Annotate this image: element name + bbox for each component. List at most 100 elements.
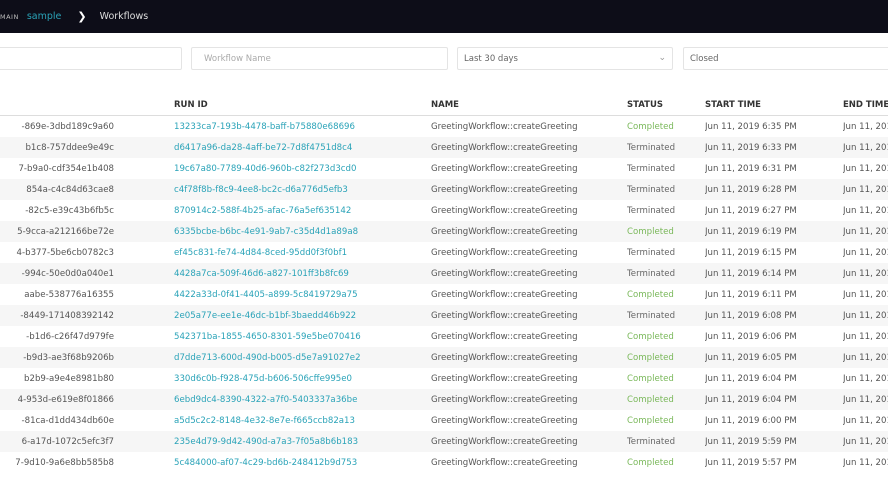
run-id-link[interactable]: 6ebd9dc4-8390-4322-a7f0-5403337a36be bbox=[174, 389, 431, 410]
workflow-id-cell[interactable]: -82c5-e39c43b6fb5c bbox=[25, 205, 114, 216]
table-header: RUN ID NAME STATUS START TIME END TIME bbox=[0, 95, 888, 116]
start-time-cell: Jun 11, 2019 6:33 PM bbox=[705, 137, 843, 158]
workflow-id-cell[interactable]: -81ca-d1dd434db60e bbox=[21, 415, 115, 426]
name-cell: GreetingWorkflow::createGreeting bbox=[431, 163, 578, 174]
workflow-id-cell[interactable]: 854a-c4c84d63cae8 bbox=[0, 179, 114, 200]
run-id-link[interactable]: 19c67a80-7789-40d6-960b-c82f273d3cd0 bbox=[174, 163, 357, 174]
col-status[interactable]: STATUS bbox=[627, 95, 705, 116]
workflow-id-cell[interactable]: 4-b377-5be6cb0782c3 bbox=[16, 247, 114, 258]
name-cell: GreetingWorkflow::createGreeting bbox=[431, 457, 578, 468]
status-cell: Completed bbox=[627, 289, 674, 300]
spacer bbox=[114, 179, 174, 200]
table-row[interactable]: -b9d3-ae3f68b9206b d7dde713-600d-490d-b00… bbox=[0, 347, 888, 368]
start-time-cell: Jun 11, 2019 6:14 PM bbox=[705, 263, 843, 284]
breadcrumb-domain-link[interactable]: sample bbox=[26, 11, 62, 22]
table-row[interactable]: 5-9cca-a212166be72e 6335bcbe-b6bc-4e91-9a… bbox=[0, 221, 888, 242]
workflow-id-cell[interactable]: 6-a17d-1072c5efc3f7 bbox=[0, 431, 114, 452]
col-start-time[interactable]: START TIME bbox=[705, 95, 843, 116]
workflow-id-cell[interactable]: 7-b9a0-cdf354e1b408 bbox=[18, 163, 114, 174]
workflow-id-cell[interactable]: -b1d6-c26f47d979fe bbox=[26, 331, 114, 342]
table-row[interactable]: aabe-538776a16355 4422a33d-0f41-4405-a899… bbox=[0, 284, 888, 305]
run-id-link[interactable]: d7dde713-600d-490d-b005-d5e7a91027e2 bbox=[174, 347, 431, 368]
name-cell: GreetingWorkflow::createGreeting bbox=[431, 305, 627, 326]
workflow-id-cell[interactable]: aabe-538776a16355 bbox=[24, 289, 114, 300]
name-cell: GreetingWorkflow::createGreeting bbox=[431, 389, 627, 410]
table-row[interactable]: 6-a17d-1072c5efc3f7 235e4d79-9d42-490d-a7… bbox=[0, 431, 888, 452]
workflow-id-cell[interactable]: -869e-3dbd189c9a60 bbox=[21, 121, 114, 132]
status-value: Closed bbox=[690, 53, 719, 64]
status-cell: Terminated bbox=[627, 305, 705, 326]
run-id-link[interactable]: 6335bcbe-b6bc-4e91-9ab7-c35d4d1a89a8 bbox=[174, 221, 431, 242]
start-time-cell: Jun 11, 2019 6:06 PM bbox=[705, 331, 797, 342]
table-row[interactable]: 4-b377-5be6cb0782c3 ef45c831-fe74-4d84-8c… bbox=[0, 242, 888, 263]
table-row[interactable]: 7-b9a0-cdf354e1b408 19c67a80-7789-40d6-96… bbox=[0, 158, 888, 179]
name-cell: GreetingWorkflow::createGreeting bbox=[431, 373, 578, 384]
start-time-cell: Jun 11, 2019 6:04 PM bbox=[705, 389, 843, 410]
workflow-id-cell[interactable]: -994c-50e0d0a040e1 bbox=[0, 263, 114, 284]
run-id-link[interactable]: 330d6c0b-f928-475d-b606-506cffe995e0 bbox=[174, 373, 353, 384]
workflow-id-input[interactable] bbox=[0, 53, 181, 64]
workflow-id-cell[interactable]: 5-9cca-a212166be72e bbox=[0, 221, 114, 242]
table-row[interactable]: -81ca-d1dd434db60e a5d5c2c2-8148-4e32-8e7… bbox=[0, 410, 888, 431]
run-id-link[interactable]: ef45c831-fe74-4d84-8ced-95dd0f3f0bf1 bbox=[174, 247, 348, 258]
end-time-cell: Jun 11, 201 bbox=[843, 121, 888, 132]
workflow-name-input[interactable] bbox=[198, 53, 447, 64]
spacer bbox=[114, 410, 174, 431]
start-time-cell: Jun 11, 2019 6:19 PM bbox=[705, 221, 843, 242]
workflow-id-filter[interactable] bbox=[0, 47, 182, 70]
workflow-id-cell[interactable]: 4-953d-e619e8f01866 bbox=[0, 389, 114, 410]
table-row[interactable]: 7-9d10-9a6e8bb585b8 5c484000-af07-4c29-bd… bbox=[0, 452, 888, 473]
run-id-link[interactable]: 2e05a77e-ee1e-46dc-b1bf-3baedd46b922 bbox=[174, 305, 431, 326]
name-cell: GreetingWorkflow::createGreeting bbox=[431, 221, 627, 242]
workflow-id-cell[interactable]: b2b9-a9e4e8981b80 bbox=[24, 373, 114, 384]
table-row[interactable]: -994c-50e0d0a040e1 4428a7ca-509f-46d6-a82… bbox=[0, 263, 888, 284]
workflow-id-cell[interactable]: -b9d3-ae3f68b9206b bbox=[0, 347, 114, 368]
workflow-name-filter[interactable] bbox=[191, 47, 448, 70]
run-id-link[interactable]: 13233ca7-193b-4478-baff-b75880e68696 bbox=[174, 121, 355, 132]
end-time-cell: Jun 11, 201 bbox=[843, 289, 888, 300]
table-row[interactable]: 4-953d-e619e8f01866 6ebd9dc4-8390-4322-a7… bbox=[0, 389, 888, 410]
status-cell: Completed bbox=[627, 221, 705, 242]
run-id-link[interactable]: 870914c2-588f-4b25-afac-76a5ef635142 bbox=[174, 205, 352, 216]
breadcrumb-current: Workflows bbox=[99, 11, 149, 22]
workflow-id-cell[interactable]: b1c8-757ddee9e49c bbox=[0, 137, 114, 158]
table-row[interactable]: -b1d6-c26f47d979fe 542371ba-1855-4650-830… bbox=[0, 326, 888, 347]
table-row[interactable]: b1c8-757ddee9e49c d6417a96-da28-4aff-be72… bbox=[0, 137, 888, 158]
col-name[interactable]: NAME bbox=[431, 95, 627, 116]
table-row[interactable]: b2b9-a9e4e8981b80 330d6c0b-f928-475d-b606… bbox=[0, 368, 888, 389]
workflow-id-cell[interactable]: -8449-171408392142 bbox=[0, 305, 114, 326]
spacer bbox=[114, 116, 174, 138]
run-id-link[interactable]: a5d5c2c2-8148-4e32-8e7e-f665ccb82a13 bbox=[174, 415, 355, 426]
spacer bbox=[114, 368, 174, 389]
end-time-cell: Jun 11, 201 bbox=[843, 373, 888, 384]
time-range-select[interactable]: Last 30 days ⌄ bbox=[457, 47, 673, 70]
name-cell: GreetingWorkflow::createGreeting bbox=[431, 121, 578, 132]
col-run-id[interactable]: RUN ID bbox=[174, 95, 431, 116]
end-time-cell: Jun 11, 201 bbox=[843, 247, 888, 258]
run-id-link[interactable]: c4f78f8b-f8c9-4ee8-bc2c-d6a776d5efb3 bbox=[174, 179, 431, 200]
run-id-link[interactable]: 235e4d79-9d42-490d-a7a3-7f05a8b6b183 bbox=[174, 431, 431, 452]
end-time-cell: Jun 11, 201 bbox=[843, 347, 888, 368]
table-row[interactable]: -869e-3dbd189c9a60 13233ca7-193b-4478-baf… bbox=[0, 116, 888, 138]
col-end-time[interactable]: END TIME bbox=[843, 95, 888, 116]
run-id-link[interactable]: d6417a96-da28-4aff-be72-7d8f4751d8c4 bbox=[174, 137, 431, 158]
start-time-cell: Jun 11, 2019 6:15 PM bbox=[705, 247, 797, 258]
status-cell: Terminated bbox=[627, 137, 705, 158]
name-cell: GreetingWorkflow::createGreeting bbox=[431, 289, 578, 300]
run-id-link[interactable]: 4422a33d-0f41-4405-a899-5c8419729a75 bbox=[174, 289, 358, 300]
end-time-cell: Jun 11, 201 bbox=[843, 205, 888, 216]
end-time-cell: Jun 11, 201 bbox=[843, 179, 888, 200]
workflow-id-cell[interactable]: 7-9d10-9a6e8bb585b8 bbox=[15, 457, 114, 468]
status-cell: Completed bbox=[627, 331, 674, 342]
status-cell: Terminated bbox=[627, 263, 705, 284]
status-select[interactable]: Closed bbox=[683, 47, 888, 70]
table-row[interactable]: -82c5-e39c43b6fb5c 870914c2-588f-4b25-afa… bbox=[0, 200, 888, 221]
run-id-link[interactable]: 5c484000-af07-4c29-bd6b-248412b9d753 bbox=[174, 457, 358, 468]
table-row[interactable]: -8449-171408392142 2e05a77e-ee1e-46dc-b1b… bbox=[0, 305, 888, 326]
run-id-link[interactable]: 542371ba-1855-4650-8301-59e5be070416 bbox=[174, 331, 361, 342]
table-row[interactable]: 854a-c4c84d63cae8 c4f78f8b-f8c9-4ee8-bc2c… bbox=[0, 179, 888, 200]
start-time-cell: Jun 11, 2019 6:00 PM bbox=[705, 415, 797, 426]
time-range-value: Last 30 days bbox=[464, 53, 518, 64]
status-cell: Terminated bbox=[627, 179, 705, 200]
run-id-link[interactable]: 4428a7ca-509f-46d6-a827-101ff3b8fc69 bbox=[174, 263, 431, 284]
